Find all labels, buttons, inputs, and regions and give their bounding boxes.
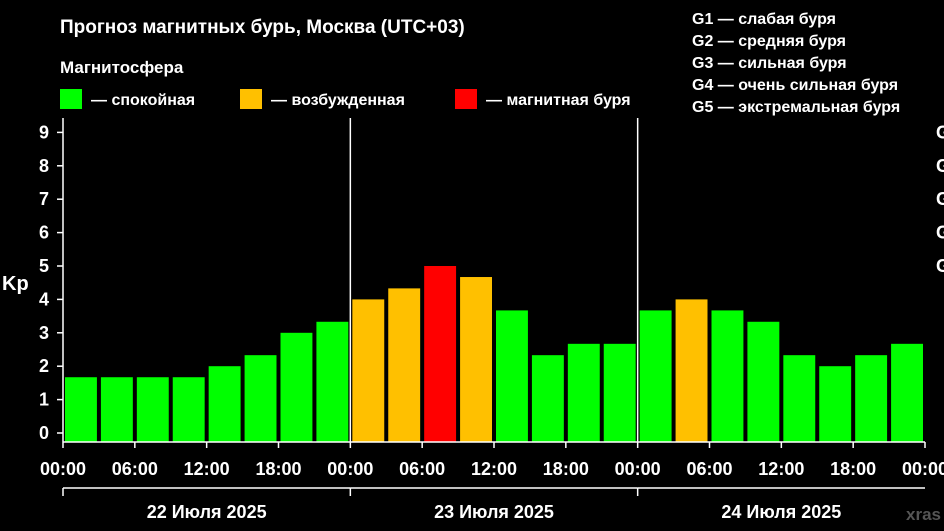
legend-swatch-storm (455, 89, 477, 109)
bar-0 (65, 377, 97, 442)
x-tick-label-12: 00:00 (902, 459, 944, 479)
legend-label-excited: — возбужденная (271, 92, 405, 109)
chart-title: Прогноз магнитных бурь, Москва (UTC+03) (60, 17, 465, 38)
bar-16 (639, 310, 672, 442)
watermark: xras (906, 505, 941, 524)
g-scale-legend: G1 — слабая буря G2 — средняя буря G3 — … (692, 11, 900, 116)
day-label-1: 23 Июля 2025 (434, 502, 554, 522)
bar-7 (316, 321, 349, 442)
bar-6 (280, 332, 313, 442)
bar-3 (172, 377, 205, 442)
x-tick-label-2: 12:00 (184, 459, 230, 479)
bar-2 (136, 377, 169, 442)
y-tick-label-0: 0 (39, 423, 49, 443)
x-tick-label-10: 12:00 (758, 459, 804, 479)
bar-15 (603, 343, 636, 442)
right-label-G4: G4 (936, 156, 944, 176)
bar-19 (747, 321, 780, 442)
bar-13 (531, 355, 564, 442)
legend: — спокойная — возбужденная — магнитная б… (60, 89, 631, 109)
bar-23 (891, 343, 923, 442)
y-tick-label-2: 2 (39, 356, 49, 376)
bar-11 (460, 277, 492, 442)
bar-4 (208, 366, 241, 442)
bar-14 (567, 343, 600, 442)
g-scale-g4: G4 — очень сильная буря (692, 77, 898, 94)
bar-9 (388, 288, 421, 442)
y-tick-label-3: 3 (39, 323, 49, 343)
y-tick-label-5: 5 (39, 256, 49, 276)
bar-22 (855, 355, 888, 442)
bar-8 (352, 299, 385, 442)
bar-1 (100, 377, 133, 442)
x-tick-label-7: 18:00 (543, 459, 589, 479)
g-scale-g2: G2 — средняя буря (692, 33, 846, 50)
day-label-2: 24 Июля 2025 (721, 502, 841, 522)
bar-12 (496, 310, 528, 442)
bars (65, 266, 923, 442)
right-label-G1: G1 (936, 256, 944, 276)
x-tick-label-3: 18:00 (255, 459, 301, 479)
right-label-G5: G5 (936, 122, 944, 142)
y-tick-label-9: 9 (39, 122, 49, 142)
right-label-G3: G3 (936, 189, 944, 209)
bar-20 (783, 355, 816, 442)
bar-21 (819, 366, 852, 442)
y-tick-label-7: 7 (39, 189, 49, 209)
g-scale-g1: G1 — слабая буря (692, 11, 836, 28)
bar-10 (424, 266, 457, 442)
y-tick-label-8: 8 (39, 156, 49, 176)
x-tick-label-4: 00:00 (327, 459, 373, 479)
y-axis-label: Kp (2, 273, 29, 295)
bar-5 (244, 355, 277, 442)
x-tick-label-8: 00:00 (615, 459, 661, 479)
y-tick-label-4: 4 (39, 289, 49, 309)
bar-17 (675, 299, 708, 442)
g-scale-g5: G5 — экстремальная буря (692, 99, 900, 116)
x-tick-label-1: 06:00 (112, 459, 158, 479)
right-g-axis: G1 G2 G3 G4 G5 (936, 122, 944, 276)
x-tick-label-11: 18:00 (830, 459, 876, 479)
legend-title: Магнитосфера (60, 58, 184, 77)
x-tick-label-9: 06:00 (686, 459, 732, 479)
bar-18 (711, 310, 744, 442)
legend-swatch-calm (60, 89, 82, 109)
legend-label-calm: — спокойная (91, 92, 195, 109)
day-labels: 22 Июля 2025 23 Июля 2025 24 Июля 2025 (62, 487, 925, 522)
day-label-0: 22 Июля 2025 (147, 502, 267, 522)
x-tick-label-6: 12:00 (471, 459, 517, 479)
x-tick-label-0: 00:00 (40, 459, 86, 479)
y-axis: 0 1 2 3 4 5 6 7 8 9 (39, 122, 63, 443)
legend-swatch-excited (240, 89, 262, 109)
y-tick-label-1: 1 (39, 390, 49, 410)
y-tick-label-6: 6 (39, 223, 49, 243)
legend-label-storm: — магнитная буря (486, 92, 631, 109)
x-axis: 00:00 06:00 12:00 18:00 00:00 06:00 12:00 18:00… (40, 442, 944, 479)
g-scale-g3: G3 — сильная буря (692, 55, 847, 72)
x-tick-label-5: 06:00 (399, 459, 445, 479)
right-label-G2: G2 (936, 223, 944, 243)
